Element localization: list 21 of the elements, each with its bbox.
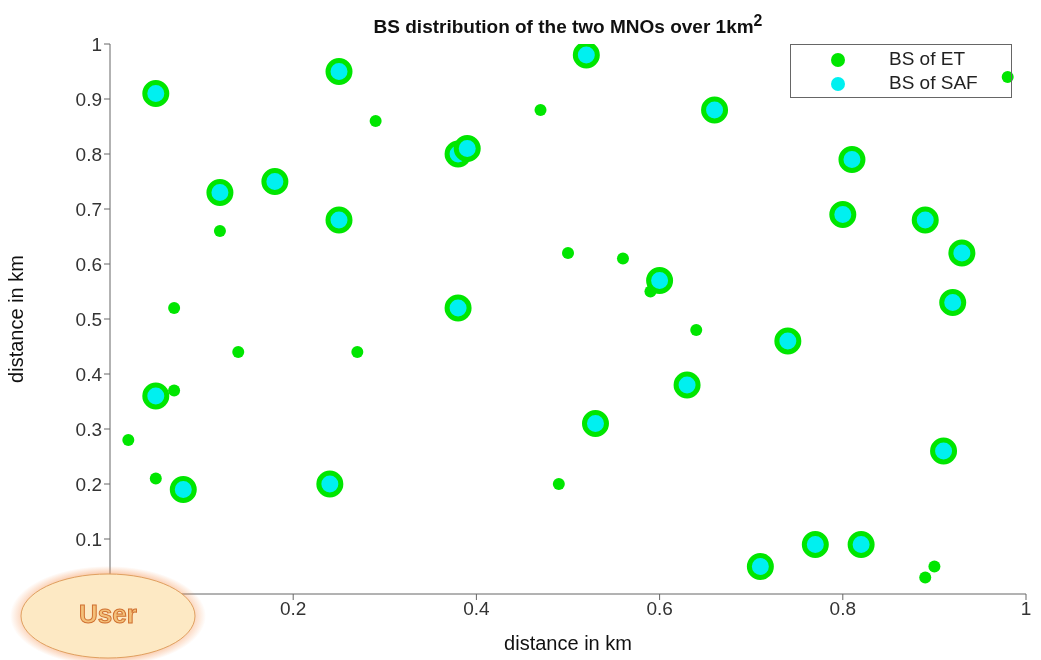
x-tick-label: 0.2	[279, 598, 307, 620]
y-tick-label: 1	[91, 33, 102, 55]
y-tick-label: 0.7	[75, 198, 102, 220]
y-tick-label: 0.1	[75, 528, 102, 550]
x-tick-label: 0.8	[829, 598, 857, 620]
x-tick-label: 0.6	[646, 598, 673, 620]
text: User	[78, 599, 138, 630]
legend-label: BS of ET	[889, 48, 966, 69]
chart-title: BS distribution of the two MNOs over 1km$^{2}$	[372, 12, 764, 39]
y-tick-label: 0.2	[75, 473, 102, 495]
x-axis-title: distance in km	[504, 632, 632, 654]
y-tick-label: 0.5	[75, 308, 102, 330]
y-tick-label: 0.8	[75, 143, 102, 165]
x-tick-label: 0.4	[463, 598, 491, 620]
x-tick-label: 1	[1020, 598, 1032, 620]
y-tick-label: 0.6	[75, 253, 102, 275]
y-axis-title: distance in km	[5, 255, 28, 383]
y-tick-label: 0.4	[75, 363, 103, 385]
legend-label: BS of SAF	[889, 72, 978, 93]
y-tick-label: 0.3	[75, 418, 102, 440]
y-tick-label: 0.9	[75, 88, 102, 110]
